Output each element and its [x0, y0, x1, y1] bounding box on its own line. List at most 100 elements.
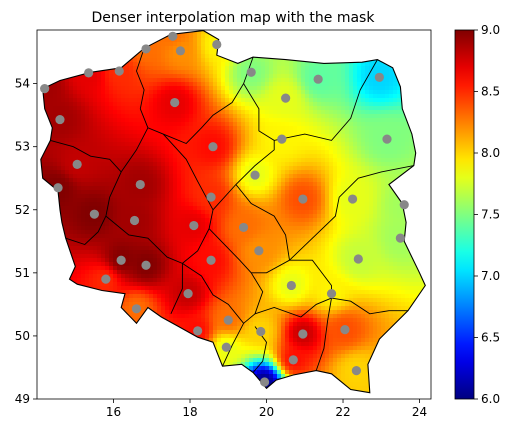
- heatmap-cell: [389, 130, 393, 134]
- heatmap-cell: [81, 202, 85, 206]
- heatmap-cell: [281, 82, 285, 86]
- heatmap-cell: [341, 98, 345, 102]
- heatmap-cell: [425, 66, 429, 70]
- heatmap-cell: [253, 218, 257, 222]
- heatmap-cell: [133, 102, 137, 106]
- heatmap-cell: [93, 146, 97, 150]
- heatmap-cell: [181, 58, 185, 62]
- heatmap-cell: [309, 194, 313, 198]
- heatmap-cell: [109, 222, 113, 226]
- heatmap-cell: [141, 162, 145, 166]
- heatmap-cell: [73, 194, 77, 198]
- heatmap-cell: [361, 214, 365, 218]
- heatmap-cell: [269, 102, 273, 106]
- heatmap-cell: [413, 174, 417, 178]
- heatmap-cell: [109, 202, 113, 206]
- heatmap-cell: [329, 194, 333, 198]
- heatmap-cell: [185, 46, 189, 50]
- heatmap-cell: [37, 46, 41, 50]
- heatmap-cell: [229, 130, 233, 134]
- heatmap-cell: [365, 206, 369, 210]
- heatmap-cell: [97, 34, 101, 38]
- heatmap-cell: [305, 130, 309, 134]
- heatmap-cell: [213, 122, 217, 126]
- heatmap-cell: [405, 50, 409, 54]
- heatmap-cell: [233, 146, 237, 150]
- heatmap-cell: [329, 146, 333, 150]
- heatmap-cell: [121, 38, 125, 42]
- heatmap-cell: [149, 194, 153, 198]
- heatmap-cell: [77, 102, 81, 106]
- heatmap-cell: [329, 134, 333, 138]
- heatmap-cell: [69, 150, 73, 154]
- heatmap-cell: [161, 138, 165, 142]
- heatmap-cell: [133, 138, 137, 142]
- heatmap-cell: [325, 182, 329, 186]
- heatmap-cell: [57, 54, 61, 58]
- heatmap-cell: [305, 30, 309, 34]
- heatmap-cell: [309, 66, 313, 70]
- heatmap-cell: [261, 58, 265, 62]
- heatmap-cell: [85, 118, 89, 122]
- heatmap-cell: [201, 210, 205, 214]
- heatmap-cell: [225, 74, 229, 78]
- heatmap-cell: [97, 58, 101, 62]
- heatmap-cell: [349, 178, 353, 182]
- heatmap-cell: [321, 54, 325, 58]
- heatmap-cell: [93, 158, 97, 162]
- heatmap-cell: [329, 174, 333, 178]
- heatmap-cell: [65, 114, 69, 118]
- heatmap-cell: [289, 66, 293, 70]
- heatmap-cell: [117, 110, 121, 114]
- heatmap-cell: [209, 94, 213, 98]
- heatmap-cell: [37, 134, 41, 138]
- heatmap-cell: [381, 154, 385, 158]
- heatmap-cell: [201, 50, 205, 54]
- heatmap-cell: [181, 110, 185, 114]
- heatmap-cell: [425, 222, 429, 226]
- heatmap-cell: [105, 54, 109, 58]
- heatmap-cell: [209, 182, 213, 186]
- heatmap-cell: [161, 154, 165, 158]
- heatmap-cell: [421, 194, 425, 198]
- heatmap-cell: [325, 110, 329, 114]
- heatmap-cell: [269, 126, 273, 130]
- heatmap-cell: [165, 162, 169, 166]
- heatmap-cell: [229, 94, 233, 98]
- heatmap-cell: [93, 126, 97, 130]
- heatmap-cell: [201, 86, 205, 90]
- heatmap-cell: [365, 190, 369, 194]
- heatmap-cell: [189, 178, 193, 182]
- heatmap-cell: [417, 194, 421, 198]
- heatmap-cell: [217, 30, 221, 34]
- heatmap-cell: [105, 118, 109, 122]
- heatmap-cell: [261, 114, 265, 118]
- heatmap-cell: [69, 134, 73, 138]
- heatmap-cell: [133, 170, 137, 174]
- heatmap-cell: [177, 190, 181, 194]
- heatmap-cell: [333, 182, 337, 186]
- heatmap-cell: [125, 138, 129, 142]
- heatmap-cell: [73, 186, 77, 190]
- heatmap-cell: [233, 30, 237, 34]
- heatmap-cell: [317, 186, 321, 190]
- heatmap-cell: [177, 118, 181, 122]
- heatmap-cell: [341, 186, 345, 190]
- heatmap-cell: [173, 86, 177, 90]
- heatmap-cell: [289, 130, 293, 134]
- heatmap-cell: [181, 186, 185, 190]
- heatmap-cell: [225, 98, 229, 102]
- heatmap-cell: [373, 110, 377, 114]
- heatmap-cell: [205, 162, 209, 166]
- heatmap-cell: [277, 122, 281, 126]
- heatmap-cell: [269, 218, 273, 222]
- heatmap-cell: [325, 66, 329, 70]
- heatmap-cell: [101, 74, 105, 78]
- heatmap-cell: [185, 70, 189, 74]
- heatmap-cell: [225, 70, 229, 74]
- heatmap-cell: [69, 202, 73, 206]
- heatmap-cell: [381, 162, 385, 166]
- heatmap-cell: [273, 70, 277, 74]
- heatmap-cell: [397, 42, 401, 46]
- heatmap-cell: [341, 94, 345, 98]
